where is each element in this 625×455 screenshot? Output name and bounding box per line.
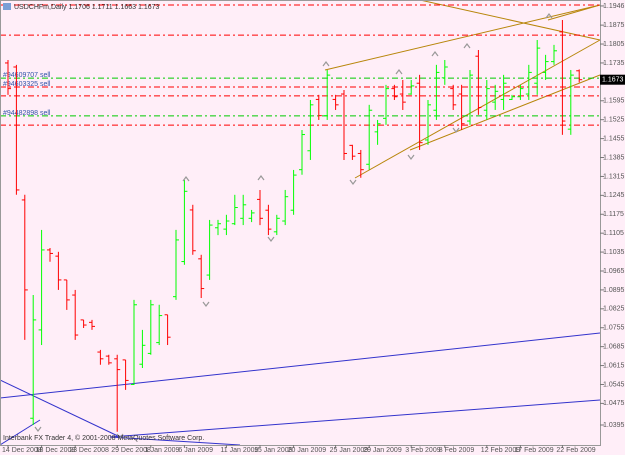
price-badge	[600, 74, 625, 85]
y-tick-label: 1.0395	[603, 422, 625, 429]
y-tick-label: 1.1805	[603, 41, 625, 48]
y-tick-label: 1.1175	[603, 211, 624, 218]
trend-line	[354, 39, 601, 179]
x-tick-label: 1 Jan 2009	[145, 447, 180, 454]
x-tick-label: 29 Jan 2009	[363, 447, 402, 454]
trend-line	[109, 399, 601, 438]
x-tick-label: 23 Dec 2008	[69, 447, 109, 454]
y-tick-label: 1.1455	[603, 135, 625, 142]
y-tick-label: 1.1525	[603, 117, 625, 124]
y-tick-label: 1.1595	[603, 98, 625, 105]
y-tick-label: 1.1315	[603, 173, 625, 180]
y-tick-label: 1.0895	[603, 287, 625, 294]
order-label: #94482898 sell	[3, 110, 51, 117]
price-badge-label: 1.1673	[602, 77, 624, 84]
trend-line	[0, 379, 121, 438]
trend-line	[109, 436, 241, 446]
y-tick-label: 1.0545	[603, 381, 625, 388]
y-tick-label: 1.0615	[603, 362, 625, 369]
x-tick-label: 8 Feb 2009	[439, 447, 475, 454]
symbol-icon	[3, 3, 11, 10]
x-tick-label: 17 Feb 2009	[514, 447, 553, 454]
x-tick-label: 11 Jan 2009	[220, 447, 258, 454]
y-tick-label: 1.1735	[603, 60, 625, 67]
trend-line	[547, 4, 601, 21]
x-tick-label: 14 Dec 2008	[2, 447, 42, 454]
y-tick-label: 1.1875	[603, 22, 625, 29]
trend-lines	[0, 0, 601, 446]
trend-line	[0, 332, 601, 399]
y-tick-label: 1.0475	[603, 400, 625, 407]
x-tick-label: 18 Dec 2008	[36, 447, 76, 454]
y-tick-label: 1.0825	[603, 306, 625, 313]
trend-line	[324, 4, 601, 71]
chart-title: USDCHFm,Daily 1.1706 1.1711 1.1663 1.167…	[14, 4, 160, 11]
order-lines: #94609707 sell #94603325 sell #94482898 se…	[0, 34, 600, 126]
trend-line	[409, 74, 601, 151]
y-tick-label: 1.1105	[603, 230, 624, 237]
y-tick-label: 1.1035	[603, 249, 625, 256]
y-tick-label: 1.0755	[603, 325, 625, 332]
x-tick-label: 25 Jan 2009	[330, 447, 369, 454]
x-tick-label: 3 Feb 2009	[405, 447, 441, 454]
y-tick-label: 1.0685	[603, 343, 625, 350]
x-tick-label: 12 Feb 2009	[481, 447, 520, 454]
trend-line	[419, 0, 601, 41]
fractal-arrows	[34, 13, 553, 439]
x-tick-label: 6 Jan 2009	[178, 447, 213, 454]
x-tick-label: 15 Jan 2009	[254, 447, 293, 454]
y-tick-label: 1.1245	[603, 192, 625, 199]
footer: Interbank FX Trader 4, © 2001-2008 MetaQ…	[3, 434, 204, 442]
plot-frame	[0, 0, 601, 446]
x-tick-label: 29 Dec 2008	[111, 447, 151, 454]
order-label: #94603325 sell	[3, 81, 51, 88]
y-tick-label: 1.0965	[603, 268, 625, 275]
x-tick-label: 20 Jan 2009	[288, 447, 327, 454]
order-label: #94609707 sell	[3, 72, 51, 79]
x-tick-label: 22 Feb 2009	[556, 447, 595, 454]
y-tick-label: 1.1385	[603, 154, 625, 161]
bars	[5, 19, 583, 432]
fractal-markers	[34, 13, 553, 439]
y-tick-label: 1.1946	[603, 3, 625, 10]
